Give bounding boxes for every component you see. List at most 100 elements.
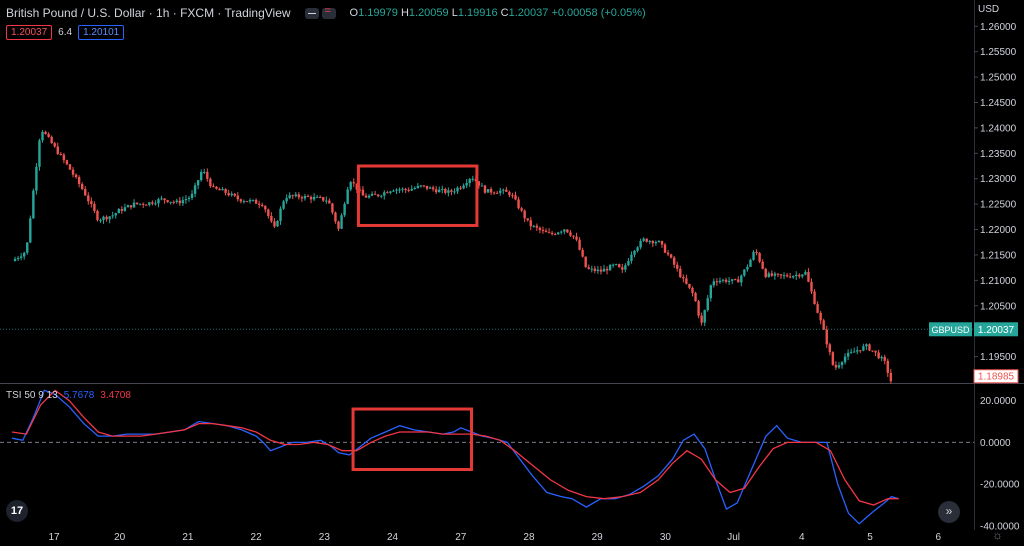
candle-body bbox=[59, 153, 63, 155]
tsi-tick-label: -40.0000 bbox=[980, 521, 1020, 532]
candle-body bbox=[456, 187, 459, 192]
time-tick-label: 30 bbox=[660, 532, 672, 543]
candle-body bbox=[883, 356, 886, 361]
candle-body bbox=[764, 268, 767, 278]
candle-body bbox=[361, 189, 365, 196]
candle-body bbox=[123, 207, 127, 211]
candle-body bbox=[431, 187, 435, 190]
candle-body bbox=[422, 185, 426, 187]
candle-body bbox=[575, 236, 578, 240]
equals-toggle-icon[interactable] bbox=[321, 5, 336, 19]
candle-body bbox=[828, 344, 832, 353]
candle-body bbox=[666, 252, 670, 255]
candle-body bbox=[572, 235, 575, 237]
candle-body bbox=[645, 238, 648, 242]
candle-body bbox=[526, 218, 529, 221]
candle-body bbox=[257, 203, 261, 205]
sell-price-button[interactable]: 1.20037 bbox=[6, 25, 53, 40]
price-tick-label: 1.23500 bbox=[980, 149, 1017, 160]
candle-body bbox=[532, 225, 536, 227]
candle-body bbox=[227, 192, 230, 196]
candle-body bbox=[199, 172, 203, 181]
indicator-label[interactable]: TSI 50 9 13 bbox=[6, 390, 58, 401]
symbol-label-badge bbox=[929, 322, 972, 337]
candle-body bbox=[483, 185, 487, 193]
candle-body bbox=[294, 194, 297, 197]
time-tick-label: 4 bbox=[799, 532, 805, 543]
candle-body bbox=[505, 189, 508, 192]
candle-body bbox=[71, 169, 75, 175]
candle-body bbox=[206, 171, 209, 179]
candle-body bbox=[398, 189, 401, 191]
candle-body bbox=[785, 275, 789, 277]
candle-body bbox=[425, 185, 429, 189]
candle-body bbox=[636, 247, 639, 251]
buy-price-button[interactable]: 1.20101 bbox=[78, 25, 125, 40]
candle-body bbox=[596, 269, 600, 272]
candle-body bbox=[727, 280, 731, 282]
display-toggles[interactable] bbox=[304, 5, 336, 19]
candle-body bbox=[151, 202, 154, 204]
candle-body bbox=[383, 192, 386, 196]
candle-body bbox=[56, 146, 59, 154]
candle-body bbox=[770, 273, 774, 276]
highlight-box-price bbox=[356, 164, 479, 227]
candle-body bbox=[468, 179, 471, 184]
candle-body bbox=[746, 266, 749, 270]
candle-body bbox=[450, 190, 453, 193]
candle-body bbox=[340, 215, 343, 229]
candle-body bbox=[822, 320, 825, 330]
candle-body bbox=[837, 365, 841, 368]
candle-body bbox=[737, 279, 740, 283]
candle-body bbox=[721, 279, 725, 281]
time-tick-label: 23 bbox=[319, 532, 331, 543]
time-tick-label: 5 bbox=[867, 532, 873, 543]
candle-body bbox=[386, 192, 389, 194]
candle-body bbox=[367, 195, 371, 198]
candle-body bbox=[862, 346, 865, 351]
candle-body bbox=[868, 344, 871, 351]
candle-body bbox=[105, 216, 108, 220]
candle-body bbox=[834, 364, 838, 368]
candle-body bbox=[242, 201, 246, 203]
candle-body bbox=[41, 131, 44, 141]
minus-toggle-icon[interactable] bbox=[304, 7, 319, 19]
candle-body bbox=[560, 231, 563, 233]
candle-body bbox=[614, 264, 618, 266]
candle-body bbox=[486, 189, 490, 193]
candle-body bbox=[544, 230, 548, 233]
tradingview-logo-icon[interactable]: 17 bbox=[6, 500, 28, 522]
candle-body bbox=[853, 351, 856, 353]
candle-body bbox=[679, 268, 682, 278]
candle-body bbox=[889, 372, 893, 382]
candle-body bbox=[364, 195, 368, 198]
settings-gear-icon[interactable]: ☼ bbox=[992, 528, 1003, 542]
candle-body bbox=[523, 210, 526, 219]
time-tick-label: Jul bbox=[727, 532, 740, 543]
currency-selector[interactable]: USD bbox=[978, 4, 1000, 15]
tsi-value: 5.7678 bbox=[63, 390, 95, 401]
high-value: 1.20059 bbox=[408, 7, 449, 19]
candle-body bbox=[865, 344, 868, 347]
candle-body bbox=[145, 204, 148, 206]
candle-body bbox=[611, 264, 615, 266]
price-tick-label: 1.20500 bbox=[980, 301, 1017, 312]
candle-body bbox=[32, 190, 35, 219]
candle-body bbox=[441, 188, 444, 190]
candle-body bbox=[343, 203, 346, 216]
candle-body bbox=[395, 189, 398, 191]
candle-body bbox=[315, 196, 319, 198]
price-tick-label: 1.22500 bbox=[980, 200, 1017, 211]
candle-body bbox=[80, 184, 84, 190]
candle-body bbox=[84, 189, 87, 196]
scroll-to-realtime-icon[interactable]: » bbox=[938, 501, 960, 523]
candle-body bbox=[819, 312, 822, 321]
candle-body bbox=[23, 252, 26, 257]
candle-body bbox=[50, 136, 53, 144]
candle-body bbox=[251, 199, 255, 201]
symbol-title[interactable]: British Pound / U.S. Dollar · 1h · FXCM … bbox=[6, 6, 291, 20]
candle-body bbox=[117, 209, 121, 214]
last-price-text: 1.20037 bbox=[978, 325, 1015, 336]
candle-body bbox=[44, 131, 47, 134]
